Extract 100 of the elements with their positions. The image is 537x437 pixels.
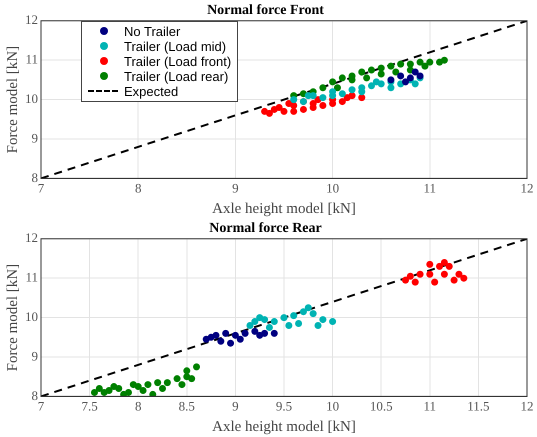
point bbox=[290, 96, 298, 104]
point bbox=[300, 308, 307, 316]
point bbox=[402, 78, 409, 86]
x-tick-label: 10 bbox=[326, 398, 340, 414]
point bbox=[164, 379, 171, 386]
x-tick-label: 9 bbox=[232, 180, 239, 196]
point bbox=[319, 84, 326, 92]
point bbox=[378, 64, 385, 72]
point bbox=[266, 110, 273, 117]
point bbox=[154, 379, 162, 386]
legend-label: No Trailer bbox=[124, 24, 180, 39]
point bbox=[159, 385, 166, 392]
point bbox=[440, 258, 448, 266]
point bbox=[310, 310, 317, 318]
point bbox=[455, 270, 462, 278]
point bbox=[426, 58, 434, 66]
point bbox=[285, 100, 292, 108]
point bbox=[290, 312, 298, 320]
y-tick-label: 9 bbox=[32, 130, 38, 146]
point bbox=[222, 330, 230, 337]
point bbox=[295, 320, 302, 328]
point bbox=[183, 367, 190, 374]
point bbox=[460, 274, 468, 282]
point bbox=[412, 80, 419, 88]
point bbox=[130, 381, 137, 388]
point bbox=[440, 56, 448, 64]
point bbox=[96, 385, 103, 392]
point bbox=[329, 100, 336, 108]
point bbox=[338, 90, 346, 98]
point bbox=[329, 78, 336, 86]
point bbox=[421, 62, 428, 70]
x-tick-label: 11 bbox=[424, 398, 436, 414]
point bbox=[90, 388, 98, 396]
point bbox=[406, 60, 414, 68]
point bbox=[149, 390, 156, 396]
point bbox=[368, 82, 375, 90]
x-tick-label: 7.5 bbox=[81, 398, 98, 414]
point bbox=[426, 260, 434, 268]
point bbox=[232, 332, 239, 339]
point bbox=[100, 388, 108, 396]
point bbox=[329, 318, 336, 326]
point bbox=[416, 270, 424, 278]
point bbox=[188, 375, 196, 382]
x-tick-label: 12 bbox=[520, 180, 534, 196]
x-tick-label: 10 bbox=[326, 180, 340, 196]
point bbox=[227, 340, 234, 347]
point bbox=[358, 68, 366, 76]
point bbox=[436, 262, 444, 270]
point bbox=[256, 332, 264, 339]
point bbox=[319, 102, 326, 110]
point bbox=[236, 336, 244, 343]
point bbox=[280, 108, 288, 115]
y-axis-title: Force model [kN] bbox=[4, 46, 21, 154]
point bbox=[338, 74, 346, 82]
point bbox=[344, 94, 351, 102]
point bbox=[242, 330, 249, 337]
y-tick-label: 11 bbox=[25, 52, 38, 67]
point bbox=[319, 94, 326, 102]
x-tick-label: 9 bbox=[232, 398, 239, 414]
point bbox=[217, 338, 224, 345]
y-tick-label: 8 bbox=[32, 170, 38, 185]
point bbox=[280, 314, 288, 322]
y-tick-label: 10 bbox=[25, 309, 38, 324]
y-tick-label: 10 bbox=[25, 91, 38, 106]
x-tick-label: 11 bbox=[424, 180, 436, 196]
point bbox=[368, 66, 375, 74]
x-axis-title: Axle height model [kN] bbox=[212, 200, 356, 217]
point bbox=[334, 84, 341, 92]
x-tick-label: 10.5 bbox=[370, 398, 393, 414]
point bbox=[397, 60, 404, 68]
y-tick-label: 9 bbox=[32, 348, 38, 364]
point bbox=[412, 68, 419, 76]
x-tick-label: 9.5 bbox=[276, 398, 292, 414]
chart-title: Normal force Rear bbox=[209, 221, 322, 236]
x-axis-title: Axle height model [kN] bbox=[212, 418, 356, 435]
point bbox=[256, 314, 264, 322]
point bbox=[446, 262, 453, 270]
point bbox=[193, 363, 200, 370]
y-tick-label: 12 bbox=[25, 230, 38, 246]
point bbox=[363, 74, 370, 82]
point bbox=[450, 276, 458, 284]
point bbox=[290, 108, 298, 115]
legend-label: Trailer (Load rear) bbox=[124, 68, 228, 84]
point bbox=[212, 332, 220, 339]
point bbox=[251, 318, 258, 326]
x-tick-label: 7 bbox=[38, 180, 45, 196]
point bbox=[285, 322, 292, 329]
point bbox=[120, 390, 128, 396]
point bbox=[304, 304, 312, 312]
x-tick-label: 7 bbox=[38, 398, 45, 414]
point bbox=[300, 106, 307, 113]
y-tick-label: 8 bbox=[32, 388, 38, 403]
point bbox=[270, 318, 278, 326]
point bbox=[338, 98, 346, 106]
y-axis-title: Force model [kN] bbox=[4, 264, 21, 372]
point bbox=[140, 386, 147, 394]
point bbox=[178, 381, 186, 388]
point bbox=[397, 72, 404, 80]
point bbox=[387, 62, 394, 70]
x-tick-label: 8.5 bbox=[178, 398, 195, 414]
